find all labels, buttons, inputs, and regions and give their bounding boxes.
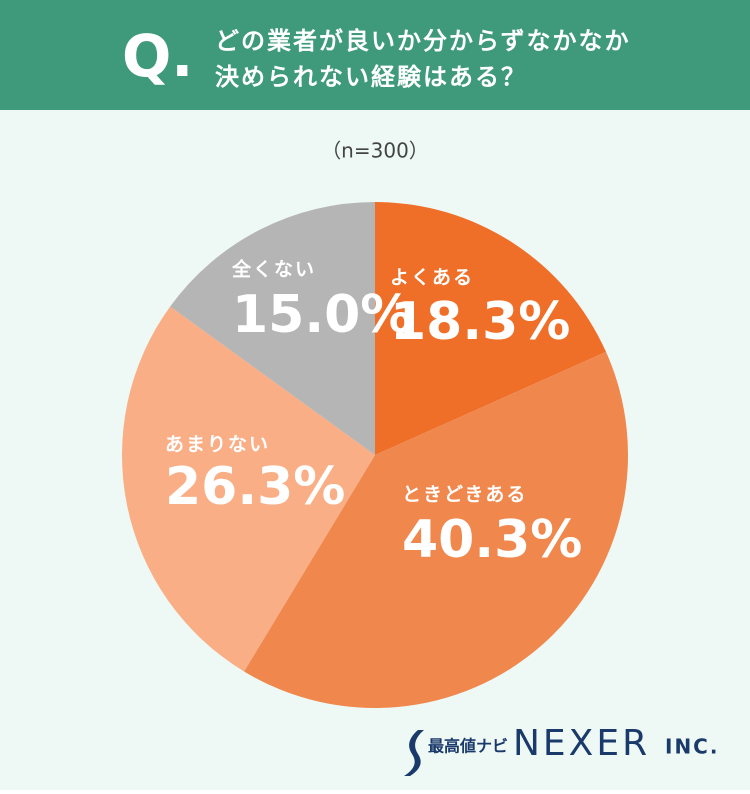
badge: Q. xyxy=(122,22,193,90)
value-label: 40.3% xyxy=(402,510,582,570)
company: NEXER xyxy=(513,723,650,764)
logo-icon xyxy=(404,730,424,776)
chart-title: どの業者が良いか分からずなかなか xyxy=(215,27,631,55)
pie-slice xyxy=(170,202,375,455)
pie-slice xyxy=(375,202,607,455)
value-label: 26.3% xyxy=(165,457,345,517)
value-label: 15.0% xyxy=(232,285,412,345)
header xyxy=(0,0,750,110)
company-suffix: INC. xyxy=(665,735,719,759)
chart-title: 決められない経験はある？ xyxy=(215,63,527,91)
brand: 最高値ナビ xyxy=(428,737,508,756)
slice-label: 全くない xyxy=(231,258,316,281)
value-label: 18.3% xyxy=(390,292,570,352)
slice-label: ときどきある xyxy=(402,484,527,506)
slice-label: よくある xyxy=(390,267,474,289)
subtitle: （n=300） xyxy=(321,139,429,163)
slice-label: あまりない xyxy=(165,434,270,456)
pie-slice xyxy=(121,306,375,672)
pie-slice xyxy=(244,351,629,709)
